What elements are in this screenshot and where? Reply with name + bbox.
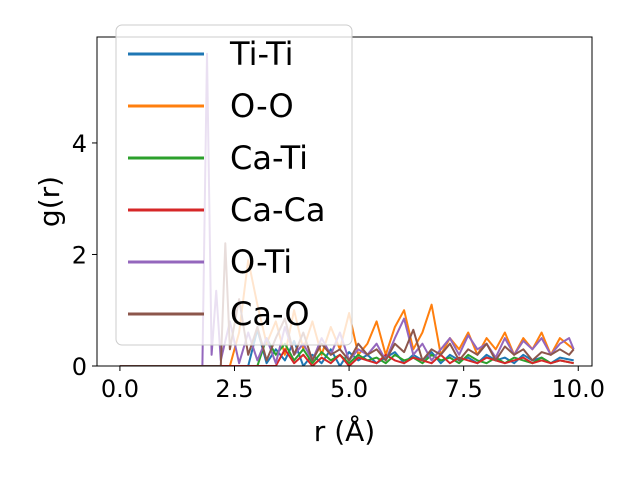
x-axis-ticks: 0.0 2.5 5.0 7.5 10.0 [101,366,605,403]
legend-label-o-o: O-O [230,87,294,125]
x-tick-label: 2.5 [215,375,253,403]
legend-label-ti-ti: Ti-Ti [229,35,294,73]
x-tick-label: 10.0 [552,375,605,403]
x-axis-label: r (Å) [314,414,375,448]
series-line-ca-ca [119,348,574,366]
legend-label-ca-o: Ca-O [230,295,310,333]
y-axis-label: g(r) [33,176,66,227]
y-axis-ticks: 0 2 4 [72,130,97,381]
series-line-ca-o [119,242,575,366]
legend: Ti-Ti O-O Ca-Ti Ca-Ca O-Ti Ca-O [115,24,353,346]
x-tick-label: 7.5 [445,375,483,403]
y-tick-label: 2 [72,241,87,269]
legend-label-ca-ca: Ca-Ca [230,191,325,229]
y-tick-label: 0 [72,353,87,381]
y-tick-label: 4 [72,130,87,158]
legend-label-ca-ti: Ca-Ti [230,139,308,177]
x-tick-label: 5.0 [330,375,368,403]
x-tick-label: 0.0 [101,375,139,403]
legend-label-o-ti: O-Ti [230,243,292,281]
